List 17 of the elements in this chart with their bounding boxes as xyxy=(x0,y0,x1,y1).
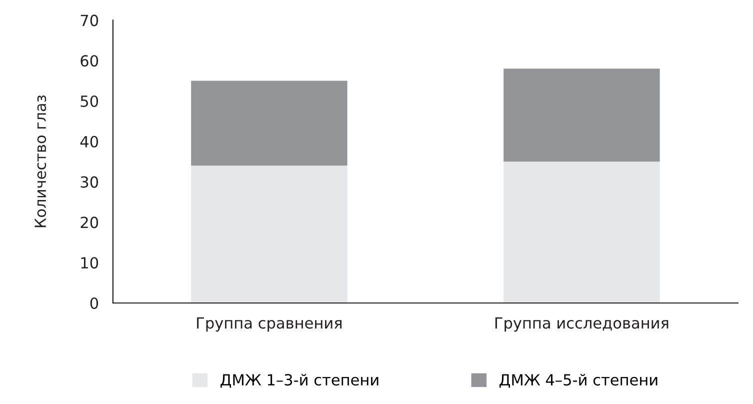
bar xyxy=(504,162,660,303)
x-tick-label: Группа исследования xyxy=(495,317,668,332)
y-tick-label: 60 xyxy=(80,55,98,67)
y-tick-label: 40 xyxy=(80,136,98,148)
bar xyxy=(191,80,348,166)
y-tick-label: 50 xyxy=(80,95,98,108)
x-tick-label: Группа сравнения xyxy=(197,317,342,332)
y-tick-label: 30 xyxy=(80,176,98,188)
legend-label: ДМЖ 4–5-й степени xyxy=(500,374,658,388)
y-tick-label: 70 xyxy=(80,14,98,26)
y-axis-title: Количество глаз xyxy=(34,95,46,228)
y-tick-label: 0 xyxy=(90,297,98,310)
bar xyxy=(504,68,660,162)
y-tick-label: 20 xyxy=(80,216,98,228)
legend-label: ДМЖ 1–3-й степени xyxy=(220,374,378,388)
y-tick-label: 10 xyxy=(81,257,98,269)
bar xyxy=(191,166,348,303)
